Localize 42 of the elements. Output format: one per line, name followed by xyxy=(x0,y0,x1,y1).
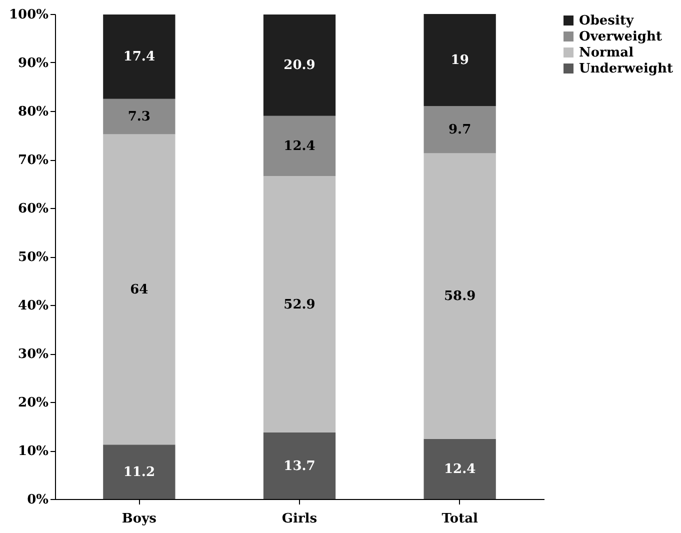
y-tick-label: 40% xyxy=(18,298,50,314)
y-tick-label: 30% xyxy=(18,347,50,362)
data-label: 52.9 xyxy=(284,297,316,312)
y-tick-label: 80% xyxy=(18,104,50,120)
data-label: 19 xyxy=(450,53,469,68)
bar xyxy=(103,98,176,134)
bar xyxy=(424,14,496,106)
y-tick-label: 60% xyxy=(18,202,50,216)
y-tick-label: 20% xyxy=(18,396,50,410)
legend-label: Underweight xyxy=(579,62,673,76)
x-tick-label: Girls xyxy=(282,512,318,526)
bar xyxy=(424,153,496,439)
data-label: 12.4 xyxy=(444,462,476,477)
bar xyxy=(103,134,176,445)
bar xyxy=(424,106,496,154)
bar xyxy=(103,14,176,99)
data-label: 11.2 xyxy=(123,464,156,480)
data-label: 7.3 xyxy=(128,110,150,125)
bar xyxy=(263,116,336,176)
bar xyxy=(103,444,176,499)
data-label: 58.9 xyxy=(444,289,476,304)
y-tick-label: 50% xyxy=(18,250,50,265)
data-label: 64 xyxy=(130,282,148,298)
legend-label: Overweight xyxy=(579,30,662,44)
y-tick-label: 0% xyxy=(27,492,50,508)
data-label: 17.4 xyxy=(123,50,156,65)
x-tick-label: Boys xyxy=(122,512,156,526)
bar xyxy=(263,176,336,433)
y-tick-label: 100% xyxy=(9,8,50,22)
bar xyxy=(263,14,336,116)
data-label: 20.9 xyxy=(284,58,316,74)
data-label: 12.4 xyxy=(284,138,316,154)
y-tick-label: 10% xyxy=(18,444,50,459)
y-tick-label: 70% xyxy=(18,153,50,168)
x-tick-label: Total xyxy=(442,512,478,526)
y-tick-label: 90% xyxy=(18,56,50,71)
bar xyxy=(263,432,336,499)
bar xyxy=(424,438,496,499)
legend-label: Normal xyxy=(579,46,634,60)
legend-label: Obesity xyxy=(579,14,634,28)
data-label: 9.7 xyxy=(448,122,472,138)
data-label: 13.7 xyxy=(284,458,316,474)
